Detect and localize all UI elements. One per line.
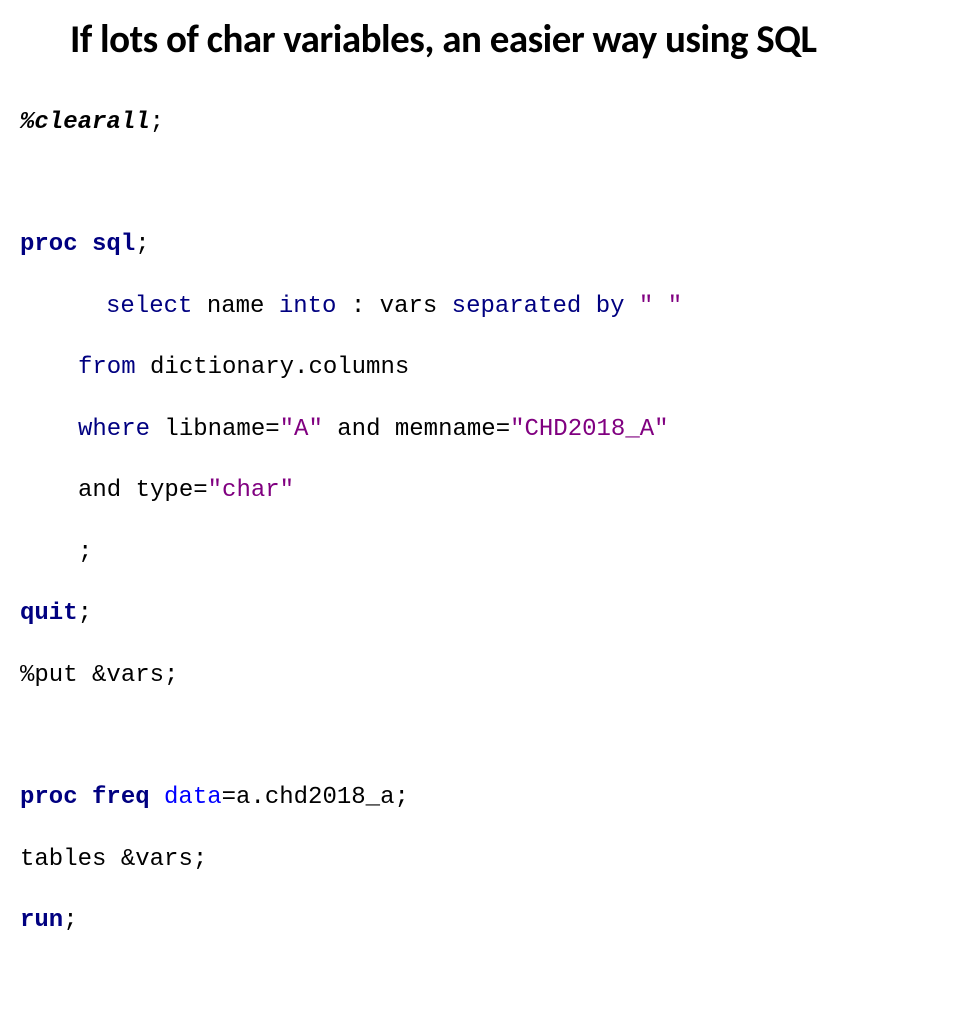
- txt-ampvars: &vars;: [92, 662, 178, 689]
- kw-where: where: [78, 416, 150, 443]
- code-line: %put &vars;: [20, 661, 940, 692]
- code-line: proc freq data=a.chd2018_a;: [20, 783, 940, 814]
- txt-ampvars2: &vars;: [121, 846, 207, 873]
- kw-quit: quit: [20, 600, 78, 627]
- kw-by: by: [596, 293, 625, 320]
- semi: ;: [135, 231, 149, 258]
- txt-and1: and: [323, 416, 381, 443]
- str-memname: "CHD2018_A": [510, 416, 668, 443]
- txt-vars: : vars: [336, 293, 451, 320]
- semi: ;: [63, 907, 77, 934]
- semi: ;: [150, 109, 164, 136]
- txt-tables: tables: [20, 846, 121, 873]
- kw-into: into: [279, 293, 337, 320]
- code-line: %clearall;: [20, 108, 940, 139]
- kw-separated: separated: [452, 293, 582, 320]
- code-line: from dictionary.columns: [20, 353, 940, 384]
- txt-libname: libname=: [150, 416, 280, 443]
- str-space: " ": [625, 293, 683, 320]
- eq: =: [222, 784, 236, 811]
- kw-proc: proc: [20, 231, 78, 258]
- blank-line: [20, 722, 940, 753]
- macro-pct: %: [20, 109, 34, 136]
- code-line: proc sql;: [20, 230, 940, 261]
- code-line: and type="char": [20, 476, 940, 507]
- dataset-name: a.chd2018_a;: [236, 784, 409, 811]
- txt-dict: dictionary.columns: [136, 354, 410, 381]
- kw-proc2: proc: [20, 784, 78, 811]
- txt-put: %put: [20, 662, 92, 689]
- semi: ;: [78, 600, 92, 627]
- blank-line: [20, 169, 940, 200]
- slide-container: If lots of char variables, an easier way…: [0, 0, 960, 1018]
- txt-name: name: [192, 293, 278, 320]
- macro-clearall: clearall: [34, 109, 149, 136]
- code-line: select name into : vars separated by " ": [20, 292, 940, 323]
- code-block: %clearall; proc sql; select name into : …: [20, 77, 940, 999]
- kw-from: from: [78, 354, 136, 381]
- slide-title: If lots of char variables, an easier way…: [70, 18, 940, 63]
- code-line: ;: [20, 538, 940, 569]
- code-line: run;: [20, 906, 940, 937]
- opt-data: data: [164, 784, 222, 811]
- kw-run: run: [20, 907, 63, 934]
- code-line: where libname="A" and memname="CHD2018_A…: [20, 415, 940, 446]
- str-char: "char": [208, 477, 294, 504]
- txt-type: type=: [121, 477, 207, 504]
- txt-memname: memname=: [380, 416, 510, 443]
- kw-freq: freq: [92, 784, 150, 811]
- kw-sql: sql: [92, 231, 135, 258]
- kw-select: select: [106, 293, 192, 320]
- str-a: "A": [280, 416, 323, 443]
- code-line: tables &vars;: [20, 845, 940, 876]
- code-line: quit;: [20, 599, 940, 630]
- semi: ;: [78, 539, 92, 566]
- txt-and2: and: [78, 477, 121, 504]
